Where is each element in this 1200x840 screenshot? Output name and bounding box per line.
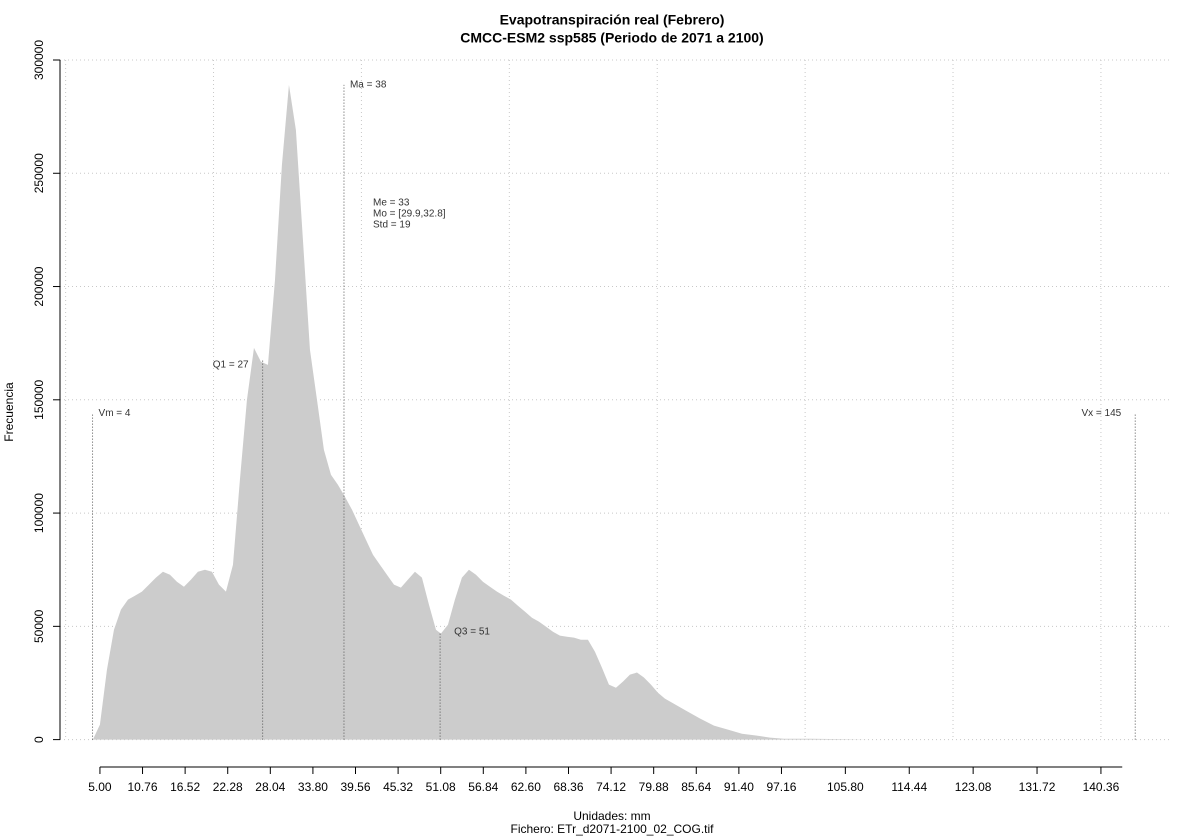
x-tick-label: 79.88: [639, 780, 669, 794]
marker-label: Vm = 4: [99, 408, 131, 419]
x-tick-label: 28.04: [255, 780, 285, 794]
x-tick-label: 131.72: [1019, 780, 1056, 794]
x-tick-label: 33.80: [298, 780, 328, 794]
marker-label: Q1 = 27: [213, 360, 249, 371]
x-tick-label: 16.52: [170, 780, 200, 794]
x-tick-label: 51.08: [426, 780, 456, 794]
x-tick-label: 68.36: [553, 780, 583, 794]
y-tick-label: 50000: [32, 609, 46, 643]
y-tick-label: 200000: [32, 266, 46, 306]
marker-label: Q3 = 51: [454, 626, 490, 637]
x-tick-label: 123.08: [955, 780, 992, 794]
x-axis-label: Unidades: mm: [573, 809, 650, 823]
y-tick-label: 150000: [32, 379, 46, 419]
stat-label: Mo = [29.9,32.8]: [373, 209, 446, 220]
x-tick-label: 56.84: [468, 780, 498, 794]
x-tick-label: 10.76: [128, 780, 158, 794]
stat-label: Me = 33: [373, 198, 410, 209]
chart-subtitle: CMCC-ESM2 ssp585 (Periodo de 2071 a 2100…: [460, 30, 763, 46]
x-tick-label: 74.12: [596, 780, 626, 794]
marker-label: Vx = 145: [1081, 408, 1121, 419]
x-tick-label: 39.56: [340, 780, 370, 794]
x-tick-label: 62.60: [511, 780, 541, 794]
x-tick-label: 45.32: [383, 780, 413, 794]
x-tick-label: 105.80: [827, 780, 864, 794]
x-tick-label: 5.00: [88, 780, 112, 794]
x-axis-sublabel: Fichero: ETr_d2071-2100_02_COG.tif: [511, 822, 715, 836]
chart-title: Evapotranspiración real (Febrero): [500, 12, 725, 28]
y-tick-label: 0: [32, 736, 46, 743]
x-tick-label: 97.16: [766, 780, 796, 794]
marker-label: Ma = 38: [350, 80, 387, 91]
area: [92, 84, 1131, 740]
x-tick-label: 140.36: [1083, 780, 1120, 794]
y-axis-label: Frecuencia: [2, 382, 16, 442]
y-tick-label: 300000: [32, 40, 46, 80]
stat-label: Std = 19: [373, 220, 411, 231]
x-tick-label: 91.40: [724, 780, 754, 794]
x-tick-label: 22.28: [213, 780, 243, 794]
x-tick-label: 114.44: [891, 780, 927, 794]
x-tick-label: 85.64: [681, 780, 711, 794]
y-tick-label: 250000: [32, 153, 46, 193]
y-tick-label: 100000: [32, 493, 46, 533]
